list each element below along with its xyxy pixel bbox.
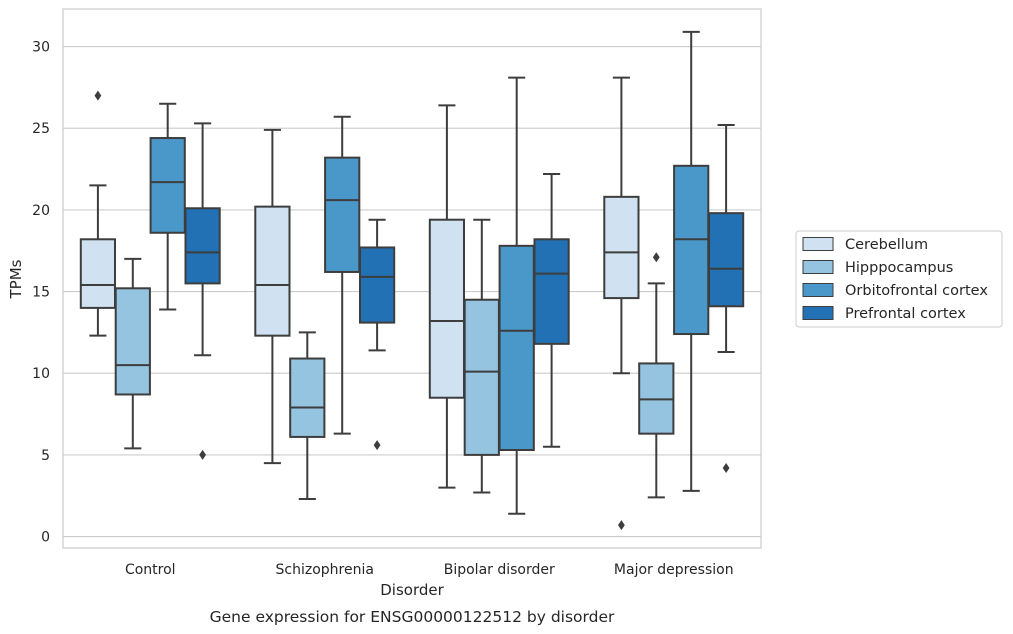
box-body (149, 137, 186, 234)
legend-label: Prefrontal cortex (845, 306, 966, 322)
box-body (114, 287, 151, 396)
box-body (79, 238, 117, 309)
x-tick-label: Major depression (614, 562, 734, 578)
box-body (428, 218, 466, 399)
outlier-point (618, 520, 625, 531)
box-body (463, 298, 500, 456)
y-tick-label: 20 (32, 203, 50, 219)
legend-label: Cerebellum (845, 237, 928, 253)
box-3-1 (358, 218, 396, 451)
chart-caption: Gene expression for ENSG00000122512 by d… (210, 608, 615, 626)
box-0-1 (254, 128, 291, 465)
x-tick-label: Control (125, 562, 176, 578)
y-tick-label: 15 (32, 285, 50, 301)
legend-swatch (802, 237, 834, 251)
box-body (498, 244, 535, 451)
outlier-point (652, 252, 660, 263)
box-body (707, 212, 745, 308)
legend-swatch (802, 283, 834, 297)
x-tick-label: Schizophrenia (276, 562, 374, 578)
y-axis-title: TPMs (7, 259, 25, 299)
y-tick-label: 10 (32, 366, 50, 382)
box-body (184, 207, 221, 285)
plot-background (63, 9, 761, 548)
outlier-point (722, 462, 730, 473)
y-tick-label: 25 (32, 121, 50, 137)
box-1-3 (638, 252, 675, 499)
box-0-3 (603, 76, 640, 531)
box-body (324, 156, 361, 273)
legend-frame (795, 230, 1003, 328)
x-axis-ticks: Control Schizophrenia Bipolar disorder Majo… (125, 562, 734, 578)
y-axis-ticks: 0 5 10 15 20 25 30 (32, 40, 50, 546)
box-0-2 (428, 104, 466, 489)
box-2-1 (324, 115, 361, 435)
outlier-point (199, 449, 206, 460)
box-body (533, 238, 570, 345)
legend-label: Hipppocampus (845, 260, 953, 276)
box-3-2 (533, 172, 570, 448)
y-tick-label: 30 (32, 40, 50, 56)
box-3-3 (707, 123, 745, 473)
box-1-1 (289, 331, 326, 500)
legend-label: Orbitofrontal cortex (845, 283, 988, 299)
gridlines (63, 46, 761, 538)
box-2-2 (498, 76, 535, 515)
box-body (673, 164, 710, 336)
outlier-point (94, 90, 102, 101)
y-tick-label: 5 (41, 448, 50, 464)
box-2-3 (673, 30, 710, 492)
box-body (289, 357, 326, 438)
box-body (254, 205, 291, 337)
x-tick-label: Bipolar disorder (444, 562, 555, 578)
box-body (603, 195, 640, 300)
box-groups (79, 30, 745, 531)
legend-swatch (802, 260, 834, 274)
box-2-0 (149, 102, 186, 311)
legend: Cerebellum Hipppocampus Orbitofrontal cort… (795, 230, 1003, 328)
box-1-0 (114, 257, 151, 450)
box-3-0 (184, 122, 221, 460)
x-axis-title: Disorder (380, 581, 444, 599)
box-0-0 (79, 90, 117, 337)
y-tick-label: 0 (41, 530, 50, 546)
outlier-point (373, 440, 381, 451)
legend-swatch (802, 306, 834, 320)
box-body (358, 246, 396, 324)
plot-frame (62, 8, 762, 549)
